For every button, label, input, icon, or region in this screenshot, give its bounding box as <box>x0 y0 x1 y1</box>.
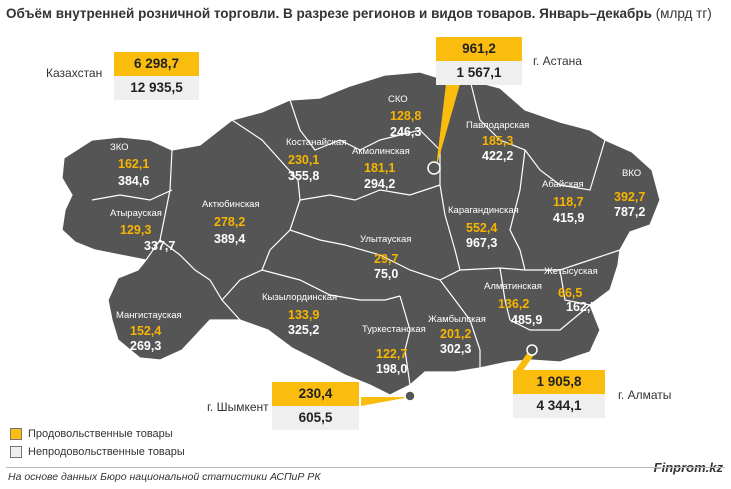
national-food: 6 298,7 <box>114 52 199 76</box>
region-akmola-nonfood: 294,2 <box>364 177 395 191</box>
almaty-label: г. Алматы <box>618 388 672 402</box>
region-zhetysu-name: Жетысуская <box>544 266 598 277</box>
region-borders <box>91 79 621 386</box>
region-turkestan-food: 122,7 <box>376 347 407 361</box>
region-ulytau-food: 29,7 <box>374 252 398 266</box>
region-abay-nonfood: 415,9 <box>553 211 584 225</box>
source-note: На основе данных Бюро национальной стати… <box>8 471 321 483</box>
national-label: Казахстан <box>46 66 103 80</box>
region-pavlodar-nonfood: 422,2 <box>482 149 513 163</box>
region-zhambyl-nonfood: 302,3 <box>440 342 471 356</box>
shymkent-box: 230,4 605,5 <box>272 382 359 430</box>
footer-divider <box>6 467 725 468</box>
region-vko-food: 392,7 <box>614 190 645 204</box>
chart-title: Объём внутренней розничной торговли. В р… <box>6 6 712 21</box>
title-unit: (млрд тг) <box>655 6 712 21</box>
almaty-nonfood: 4 344,1 <box>513 394 605 418</box>
almaty-pointer <box>514 352 536 372</box>
shymkent-pointer <box>361 397 410 406</box>
shymkent-nonfood: 605,5 <box>272 406 359 430</box>
region-sko-nonfood: 246,3 <box>390 125 421 139</box>
region-zhetysu-food: 66,5 <box>558 286 582 300</box>
region-pavlodar-food: 185,3 <box>482 134 513 148</box>
shymkent-food: 230,4 <box>272 382 359 406</box>
region-zhetysu-nonfood: 162,7 <box>566 300 597 314</box>
region-kostanay-name: Костанайская <box>286 137 346 148</box>
region-ulytau-nonfood: 75,0 <box>374 267 398 281</box>
astana-box: 961,2 1 567,1 <box>436 37 522 85</box>
shymkent-marker <box>404 390 416 402</box>
region-mangystau-food: 152,4 <box>130 324 161 338</box>
legend-nonfood-swatch <box>10 446 22 459</box>
national-nonfood: 12 935,5 <box>114 76 199 100</box>
national-box: 6 298,7 12 935,5 <box>114 52 199 100</box>
region-zhambyl-name: Жамбылская <box>428 314 486 325</box>
region-almaty-reg-food: 136,2 <box>498 297 529 311</box>
region-turkestan-name: Туркестанская <box>362 324 426 335</box>
region-abay-name: Абайская <box>542 179 584 190</box>
region-karaganda-name: Карагандинская <box>448 205 519 216</box>
region-sko-food: 128,8 <box>390 109 421 123</box>
legend-nonfood-label: Непродовольственные товары <box>28 446 185 458</box>
legend-food: Продовольственные товары <box>10 428 173 441</box>
almaty-marker <box>526 344 538 356</box>
region-kyzylorda-nonfood: 325,2 <box>288 323 319 337</box>
astana-label: г. Астана <box>533 54 582 68</box>
title-main: Объём внутренней розничной торговли. В р… <box>6 6 652 21</box>
region-zko-name: ЗКО <box>110 142 129 153</box>
country-shape <box>61 71 661 396</box>
shymkent-label: г. Шымкент <box>207 400 269 414</box>
region-vko-name: ВКО <box>622 168 641 179</box>
almaty-box: 1 905,8 4 344,1 <box>513 370 605 418</box>
legend-food-label: Продовольственные товары <box>28 428 173 440</box>
region-zko-nonfood: 384,6 <box>118 174 149 188</box>
region-zhambyl-food: 201,2 <box>440 327 471 341</box>
almaty-food: 1 905,8 <box>513 370 605 394</box>
region-mangystau-nonfood: 269,3 <box>130 339 161 353</box>
region-kyzylorda-food: 133,9 <box>288 308 319 322</box>
astana-food: 961,2 <box>436 37 522 61</box>
region-atyrau-name: Атырауская <box>110 208 162 219</box>
region-karaganda-food: 552,4 <box>466 221 497 235</box>
region-atyrau-food: 129,3 <box>120 223 151 237</box>
astana-marker <box>427 161 441 175</box>
region-pavlodar-name: Павлодарская <box>466 120 529 131</box>
region-turkestan-nonfood: 198,0 <box>376 362 407 376</box>
region-mangystau-name: Мангистауская <box>116 310 182 321</box>
region-kyzylorda-name: Кызылординская <box>262 292 337 303</box>
region-sko-name: СКО <box>388 94 408 105</box>
region-karaganda-nonfood: 967,3 <box>466 236 497 250</box>
region-akmola-food: 181,1 <box>364 161 395 175</box>
region-kostanay-food: 230,1 <box>288 153 319 167</box>
legend-nonfood: Непродовольственные товары <box>10 446 185 459</box>
region-aktobe-nonfood: 389,4 <box>214 232 245 246</box>
region-akmola-name: Акмолинская <box>352 146 410 157</box>
region-almaty-reg-nonfood: 485,9 <box>511 313 542 327</box>
region-zko-food: 162,1 <box>118 157 149 171</box>
legend-food-swatch <box>10 428 22 441</box>
region-aktobe-food: 278,2 <box>214 215 245 229</box>
region-atyrau-nonfood: 337,7 <box>144 239 175 253</box>
region-almaty-reg-name: Алматинская <box>484 281 542 292</box>
region-abay-food: 118,7 <box>553 195 584 209</box>
region-aktobe-name: Актюбинская <box>202 199 260 210</box>
astana-pointer <box>436 84 460 168</box>
region-vko-nonfood: 787,2 <box>614 205 645 219</box>
region-kostanay-nonfood: 355,8 <box>288 169 319 183</box>
astana-nonfood: 1 567,1 <box>436 61 522 85</box>
region-ulytau-name: Улытауская <box>360 234 411 245</box>
